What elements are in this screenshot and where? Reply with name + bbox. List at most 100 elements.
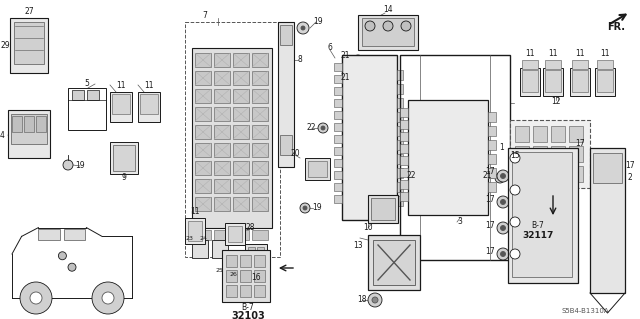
Circle shape: [20, 282, 52, 314]
Text: 22: 22: [406, 170, 416, 180]
Bar: [515, 126, 529, 142]
Bar: [358, 15, 418, 50]
Bar: [572, 60, 588, 69]
Bar: [334, 63, 342, 71]
Bar: [522, 60, 538, 69]
Bar: [195, 53, 211, 67]
Bar: [593, 153, 622, 183]
Bar: [214, 125, 230, 139]
Circle shape: [365, 21, 375, 31]
Circle shape: [63, 160, 73, 170]
Bar: [195, 89, 211, 103]
Bar: [400, 180, 408, 189]
Bar: [112, 94, 130, 114]
Text: 22: 22: [307, 123, 316, 132]
Text: 6: 6: [328, 43, 332, 53]
Circle shape: [58, 252, 67, 260]
Bar: [195, 143, 211, 157]
Circle shape: [497, 170, 509, 182]
Bar: [252, 197, 268, 211]
Bar: [233, 179, 249, 193]
Bar: [397, 98, 403, 108]
Text: 9: 9: [122, 174, 127, 182]
Bar: [569, 126, 583, 142]
Circle shape: [500, 226, 506, 231]
Bar: [545, 60, 561, 69]
Bar: [233, 125, 249, 139]
Bar: [334, 75, 342, 83]
Bar: [488, 168, 496, 178]
Bar: [488, 182, 496, 192]
Bar: [533, 146, 547, 162]
Bar: [38, 229, 60, 240]
Circle shape: [401, 21, 411, 31]
Text: 24: 24: [199, 235, 207, 241]
Text: 27: 27: [24, 8, 34, 17]
Bar: [245, 244, 267, 274]
Bar: [36, 116, 46, 132]
Circle shape: [353, 55, 363, 65]
Bar: [305, 158, 330, 180]
Bar: [228, 226, 242, 242]
Text: 25: 25: [216, 268, 224, 272]
Text: 26: 26: [229, 271, 237, 277]
Text: B-7: B-7: [532, 221, 545, 231]
Bar: [12, 116, 22, 132]
Bar: [252, 89, 268, 103]
Bar: [63, 229, 85, 240]
Bar: [334, 171, 342, 179]
Circle shape: [356, 58, 360, 62]
Circle shape: [497, 248, 509, 260]
Bar: [233, 107, 249, 121]
Bar: [225, 223, 245, 245]
Text: 18: 18: [357, 295, 367, 305]
Text: 17: 17: [625, 161, 635, 170]
Bar: [397, 84, 403, 94]
Circle shape: [421, 173, 425, 177]
Bar: [342, 55, 397, 220]
Text: 28: 28: [245, 224, 255, 233]
Bar: [214, 71, 230, 85]
Circle shape: [383, 21, 393, 31]
Bar: [397, 154, 403, 164]
Bar: [570, 68, 590, 96]
Bar: [248, 247, 255, 257]
Text: S5B4-B1310A: S5B4-B1310A: [561, 308, 609, 314]
Bar: [572, 70, 588, 92]
Bar: [551, 126, 565, 142]
Circle shape: [301, 26, 305, 30]
Bar: [510, 120, 590, 188]
Bar: [195, 71, 211, 85]
Bar: [590, 148, 625, 293]
Bar: [214, 53, 230, 67]
Text: B-7: B-7: [242, 302, 254, 311]
Bar: [110, 92, 132, 122]
Text: 19: 19: [75, 161, 85, 170]
Bar: [400, 192, 408, 201]
Bar: [212, 240, 228, 258]
Bar: [24, 116, 34, 132]
Bar: [397, 168, 403, 178]
Bar: [14, 22, 44, 64]
Bar: [68, 88, 106, 130]
Text: 13: 13: [353, 241, 363, 249]
Bar: [397, 182, 403, 192]
Text: 11: 11: [190, 207, 200, 217]
Bar: [252, 143, 268, 157]
Circle shape: [495, 173, 505, 183]
Bar: [334, 111, 342, 119]
Bar: [400, 55, 510, 260]
Circle shape: [510, 153, 520, 163]
Circle shape: [297, 22, 309, 34]
Bar: [252, 125, 268, 139]
Text: 10: 10: [363, 224, 373, 233]
Bar: [233, 161, 249, 175]
Bar: [252, 107, 268, 121]
Bar: [233, 197, 249, 211]
Text: 17: 17: [485, 196, 495, 204]
Circle shape: [418, 170, 428, 180]
Bar: [551, 166, 565, 182]
Bar: [214, 161, 230, 175]
Bar: [334, 183, 342, 191]
Bar: [400, 108, 408, 117]
